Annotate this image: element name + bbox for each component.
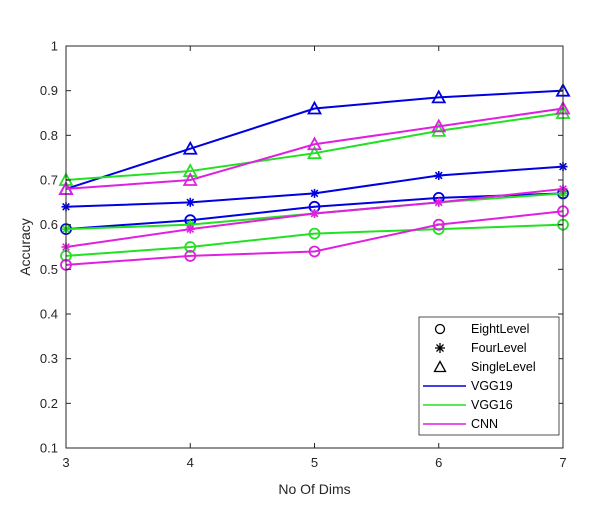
- y-tick-label: 0.4: [40, 307, 58, 322]
- legend-entry-eightlevel: EightLevel: [434, 322, 529, 336]
- legend-entry-cnn: CNN: [423, 417, 498, 431]
- y-axis-label: Accuracy: [17, 218, 33, 276]
- series-line-vgg16-eightlevel: [65, 223, 564, 257]
- legend-label-eightlevel: EightLevel: [471, 322, 529, 336]
- data-point-star: [434, 197, 444, 207]
- y-tick-label: 1: [51, 39, 58, 54]
- data-point-circle: [308, 245, 321, 258]
- legend-star-marker: [435, 343, 445, 353]
- legend: EightLevel FourLevel SingleLevel VGG19 V…: [418, 316, 560, 436]
- y-tick-label: 0.1: [40, 441, 58, 456]
- data-point-star: [434, 171, 444, 181]
- legend-label-vgg19: VGG19: [471, 379, 513, 393]
- series-line-cnn-eightlevel: [65, 210, 564, 266]
- x-tick-label: 6: [435, 455, 442, 470]
- data-point-triangle: [182, 163, 198, 177]
- legend-label-singlelevel: SingleLevel: [471, 360, 536, 374]
- series-line-cnn-singlelevel: [65, 107, 564, 190]
- data-point-star: [310, 188, 319, 198]
- legend-entry-singlelevel: SingleLevel: [433, 360, 536, 374]
- series-vgg16-singlelevel: [58, 105, 571, 186]
- data-point-triangle: [306, 100, 323, 115]
- x-tick-label: 4: [187, 455, 194, 470]
- x-tick-label: 5: [311, 455, 318, 470]
- data-point-circle: [308, 227, 321, 240]
- legend-box: [418, 316, 560, 436]
- legend-entry-vgg19: VGG19: [423, 379, 513, 393]
- data-point-triangle: [182, 140, 198, 155]
- y-tick-label: 0.9: [40, 83, 58, 98]
- series-line-vgg19-singlelevel: [65, 89, 564, 190]
- data-point-triangle: [431, 118, 447, 133]
- legend-label-vgg16: VGG16: [471, 398, 513, 412]
- data-point-circle: [184, 250, 197, 262]
- data-point-triangle: [431, 89, 447, 104]
- legend-label-fourlevel: FourLevel: [471, 341, 527, 355]
- data-point-triangle: [431, 122, 447, 137]
- y-tick-label: 0.6: [40, 217, 58, 232]
- y-tick-label: 0.2: [40, 396, 58, 411]
- series-line-vgg16-singlelevel: [65, 112, 564, 181]
- y-tick-label: 0.7: [40, 173, 58, 188]
- legend-triangle-marker: [433, 360, 447, 373]
- data-point-star: [185, 224, 195, 234]
- x-tick-label: 3: [62, 455, 69, 470]
- x-tick-label: 7: [559, 455, 566, 470]
- x-axis-label: No Of Dims: [278, 481, 350, 497]
- legend-label-cnn: CNN: [471, 417, 498, 431]
- data-point-triangle: [182, 172, 198, 186]
- data-point-circle: [432, 218, 445, 231]
- data-point-triangle: [306, 145, 323, 160]
- data-point-star: [310, 209, 319, 218]
- legend-circle-marker: [434, 323, 446, 335]
- y-tick-label: 0.8: [40, 128, 58, 143]
- y-tick-label: 0.5: [40, 262, 58, 277]
- ticks-layer: 3 4 5 6 7 0.1 0.2 0.3 0.4 0.5 0.6 0.7 0.8 0.9 1: [40, 39, 567, 471]
- legend-entry-vgg16: VGG16: [423, 398, 513, 412]
- series-line-vgg19-eightlevel: [65, 192, 564, 231]
- data-point-triangle: [306, 136, 323, 151]
- data-point-circle: [184, 241, 197, 253]
- legend-entry-fourlevel: FourLevel: [435, 341, 527, 355]
- y-tick-label: 0.3: [40, 351, 58, 366]
- data-point-star: [185, 197, 195, 207]
